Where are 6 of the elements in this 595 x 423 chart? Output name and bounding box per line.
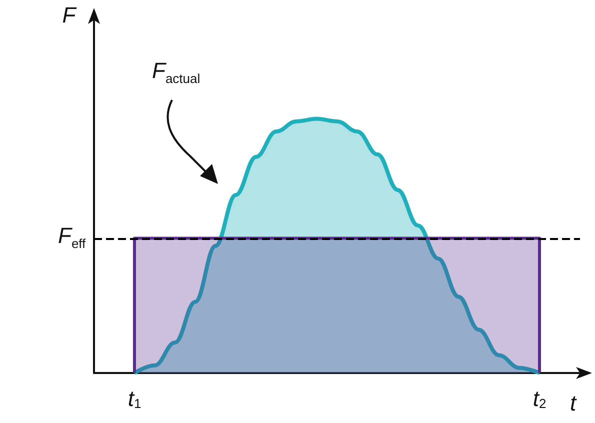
y-axis-title: F	[62, 2, 78, 28]
x-tick-label: t1	[128, 386, 142, 411]
x-axis-title: t	[570, 390, 577, 416]
text: F$_{actual}$	[152, 58, 200, 86]
x-tick-label: t2	[532, 386, 546, 411]
ref-line-label: F$_{eff}$	[58, 223, 86, 252]
